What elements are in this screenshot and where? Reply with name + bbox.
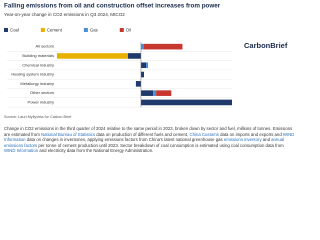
- text: and electricity data from the National E…: [38, 148, 154, 154]
- chart-subtitle: Year-on-year change in CO2 emissions in …: [4, 12, 125, 17]
- bar: [143, 43, 183, 50]
- bar: [135, 81, 141, 87]
- bar: [127, 53, 141, 59]
- legend-label: Cement: [47, 27, 63, 32]
- legend-swatch: [40, 28, 45, 32]
- legend-swatch: [119, 28, 124, 32]
- logo: CarbonBrief: [244, 41, 288, 50]
- link[interactable]: emissions inventory: [223, 137, 262, 143]
- bar: [140, 43, 144, 50]
- y-tick-label: Chemical industry: [22, 62, 54, 67]
- link[interactable]: WIND Information: [4, 148, 39, 154]
- y-tick-label: All sectors: [36, 44, 54, 49]
- bar: [140, 71, 144, 78]
- bar: [57, 53, 128, 59]
- y-tick-label: Metallurgy industry: [20, 81, 54, 86]
- legend-label: Coal: [10, 27, 19, 32]
- link[interactable]: annual emissions factors: [4, 137, 285, 148]
- legend-label: Oil: [126, 27, 131, 32]
- y-tick-label: Power industry: [28, 100, 54, 105]
- link[interactable]: WIND Information: [4, 131, 295, 143]
- y-tick-label: Other sectors: [30, 90, 54, 95]
- text: data on production of different fuels an…: [95, 131, 190, 137]
- chart-title: Falling emissions from oil and construct…: [4, 3, 221, 10]
- chart: Falling emissions from oil and construct…: [4, 3, 288, 119]
- bar: [146, 62, 149, 69]
- link[interactable]: China Customs: [189, 131, 219, 137]
- text: data on imports and exports and: [218, 131, 283, 137]
- legend-swatch: [4, 28, 8, 32]
- source: Source: Lauri Myllyvirta for Carbon Brie…: [4, 115, 72, 119]
- text: Change in CO2 emissions in the third qua…: [4, 126, 293, 137]
- page: Falling emissions from oil and construct…: [4, 2, 296, 154]
- description: Change in CO2 emissions in the third qua…: [4, 126, 296, 154]
- y-tick-label: Heating system industry: [11, 72, 54, 77]
- link[interactable]: National Bureau of Statistics: [41, 131, 95, 137]
- bar: [140, 90, 154, 96]
- text: per tonne of cement production until 202…: [37, 142, 284, 148]
- bar: [140, 62, 147, 69]
- bar: [156, 90, 172, 96]
- text: data on changes in inventories, applying…: [25, 137, 224, 143]
- bar: [153, 90, 157, 96]
- y-tick-label: Building materials: [22, 53, 54, 58]
- legend-label: Gas: [90, 27, 98, 32]
- bar: [140, 99, 232, 106]
- legend-swatch: [83, 28, 88, 32]
- text: and: [261, 137, 272, 143]
